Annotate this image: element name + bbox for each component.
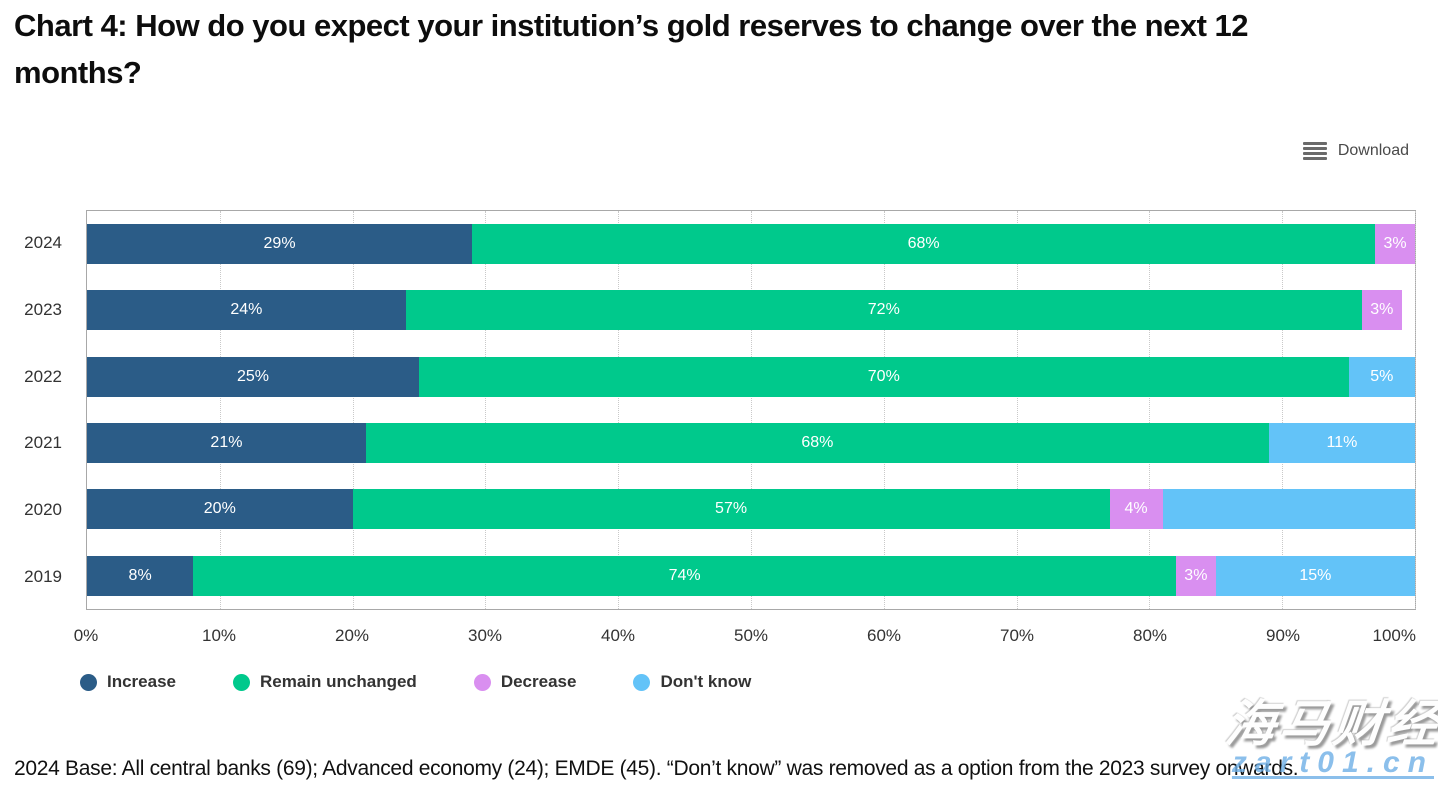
legend-label: Decrease [500, 672, 577, 691]
x-axis-tick-label: 0% [73, 626, 99, 645]
bar-segment-label: 4% [1124, 500, 1148, 518]
legend-marker-icon [633, 673, 651, 691]
bar-segment: 21% [87, 423, 366, 464]
y-axis-label: 2021 [24, 433, 62, 453]
bar-segment: 15% [1215, 555, 1415, 596]
bar-segment: 70% [419, 356, 1349, 397]
x-axis-tick-label: 10% [201, 626, 237, 645]
y-axis-label: 2024 [24, 233, 62, 253]
footnote: 2024 Base: All central banks (69); Advan… [14, 757, 1299, 780]
bar-segment-label: 29% [263, 235, 296, 253]
x-axis-tick-label: 30% [467, 626, 503, 645]
plot-area: 29% 68% 3% 24% 72% 3% 25% 70% 5% 21% 68% 11% 20% 57% 4… [86, 210, 1416, 610]
bar-segment: 68% [365, 423, 1269, 464]
bar-segment: 4% [1109, 489, 1163, 530]
bar-segment: 3% [1375, 224, 1415, 265]
bar-segment: 25% [87, 356, 419, 397]
bar-segment: 72% [405, 290, 1362, 331]
y-axis-label: 2023 [24, 299, 62, 319]
legend-label: Increase [107, 672, 176, 691]
legend-item[interactable]: Increase [80, 672, 176, 692]
bar-row: 8% 74% 3% 15% [87, 555, 1415, 596]
y-axis-label: 2022 [24, 366, 62, 386]
bar-segment-label: 24% [230, 301, 263, 319]
legend-item[interactable]: Don't know [633, 672, 751, 692]
x-axis-tick-label: 100% [1372, 626, 1416, 645]
gridline [618, 211, 620, 609]
gridline [751, 211, 752, 609]
x-axis-tick-label: 40% [600, 626, 636, 645]
bar-segment-label: 5% [1370, 367, 1394, 385]
bar-row: 20% 57% 4% [87, 489, 1415, 530]
bar-segment-label: 25% [236, 367, 270, 385]
legend: Increase Remain unchanged Decrease Don't kn… [80, 672, 751, 692]
bar-segment: 3% [1175, 555, 1216, 596]
bar-segment [1162, 489, 1415, 530]
bar-segment-label: 20% [203, 500, 236, 518]
gridline [1016, 211, 1018, 609]
bar-segment-label: 8% [128, 566, 152, 584]
watermark-domain: zart01.cn [1231, 746, 1434, 779]
hamburger-menu-icon [1302, 142, 1327, 160]
bar-row: 25% 70% 5% [87, 356, 1415, 397]
x-axis-tick-label: 20% [334, 626, 370, 645]
bar-segment: 20% [87, 489, 353, 530]
x-axis-tick-label: 90% [1265, 626, 1301, 645]
bar-segment: 5% [1348, 356, 1415, 397]
legend-label: Don't know [660, 672, 752, 691]
page-title: Chart 4: How do you expect your institut… [14, 8, 1249, 91]
bar-segment-label: 74% [668, 566, 701, 584]
download-label: Download [1337, 142, 1409, 159]
download-button[interactable]: Download [1302, 142, 1409, 160]
bar-segment-label: 68% [907, 235, 940, 253]
bar-segment-label: 3% [1184, 566, 1208, 584]
gridline [485, 211, 487, 609]
gridline [1415, 211, 1416, 609]
bar-segment-label: 3% [1383, 235, 1407, 253]
bar-segment: 68% [472, 224, 1376, 265]
x-axis-tick-label: 50% [733, 626, 769, 645]
legend-marker-icon [233, 673, 250, 691]
bar-rows: 29% 68% 3% 24% 72% 3% 25% 70% 5% 21% 68% 11% 20% 57% 4… [87, 211, 1415, 609]
bar-segment: 8% [87, 555, 194, 596]
y-axis-label: 2020 [24, 499, 62, 519]
gridline [352, 211, 354, 609]
bar-segment-label: 21% [210, 434, 243, 452]
legend-label: Remain unchanged [260, 672, 417, 691]
bar-row: 24% 72% 3% [87, 290, 1415, 331]
x-axis-tick-label: 60% [866, 626, 902, 645]
gridline [1282, 211, 1284, 609]
bar-segment: 11% [1268, 423, 1415, 464]
bar-row: 29% 68% 3% [87, 224, 1415, 265]
y-axis-labels: 2024 2023 2022 2021 2020 2019 [0, 210, 62, 610]
bar-segment: 57% [352, 489, 1110, 530]
x-axis-tick-label: 70% [999, 626, 1035, 645]
legend-item[interactable]: Remain unchanged [233, 672, 417, 692]
bar-segment-label: 15% [1299, 566, 1332, 584]
gridline [1149, 211, 1151, 609]
bar-segment-label: 68% [801, 434, 834, 452]
gridline [219, 211, 221, 609]
bar-segment-label: 3% [1370, 301, 1394, 319]
legend-marker-icon [473, 673, 491, 691]
bar-row: 21% 68% 11% [87, 423, 1415, 464]
gridline [883, 211, 885, 609]
legend-marker-icon [80, 673, 97, 691]
bar-segment-label: 70% [867, 367, 900, 385]
bar-segment-label: 57% [715, 500, 748, 518]
bar-segment-label: 11% [1326, 434, 1358, 452]
bar-segment: 3% [1361, 290, 1402, 331]
bar-segment: 29% [87, 224, 473, 265]
x-axis-tick-label: 80% [1132, 626, 1168, 645]
bar-segment: 74% [193, 555, 1176, 596]
bar-segment: 24% [87, 290, 406, 331]
x-axis-labels: 0% 10% 20% 30% 40% 50% 60% 70% 80% 90% 100% [74, 626, 1416, 648]
bar-segment-label: 72% [867, 301, 900, 319]
y-axis-label: 2019 [24, 566, 62, 586]
legend-item[interactable]: Decrease [473, 672, 577, 692]
